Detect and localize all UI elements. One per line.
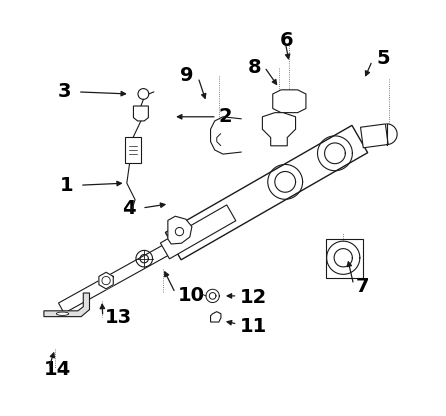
Text: 13: 13 [105,308,132,327]
Text: 12: 12 [240,287,267,307]
Polygon shape [133,106,149,121]
Text: 9: 9 [181,66,194,85]
Polygon shape [262,113,296,146]
Text: 11: 11 [240,317,267,336]
Text: 1: 1 [60,176,74,195]
FancyBboxPatch shape [125,137,141,163]
Text: 10: 10 [178,285,204,305]
Text: 5: 5 [376,49,390,68]
Polygon shape [44,293,90,317]
Polygon shape [211,312,221,322]
Text: 14: 14 [44,360,71,379]
Text: 6: 6 [280,31,294,50]
Text: 3: 3 [58,82,72,102]
Text: 4: 4 [122,198,136,218]
Text: 8: 8 [248,57,261,77]
Polygon shape [168,216,192,244]
Polygon shape [273,90,306,113]
Ellipse shape [56,312,69,315]
Text: 7: 7 [355,277,369,296]
Polygon shape [58,236,184,313]
Polygon shape [161,205,236,259]
Polygon shape [165,125,368,260]
Text: 2: 2 [219,107,232,126]
Polygon shape [360,124,388,148]
Polygon shape [99,272,113,289]
